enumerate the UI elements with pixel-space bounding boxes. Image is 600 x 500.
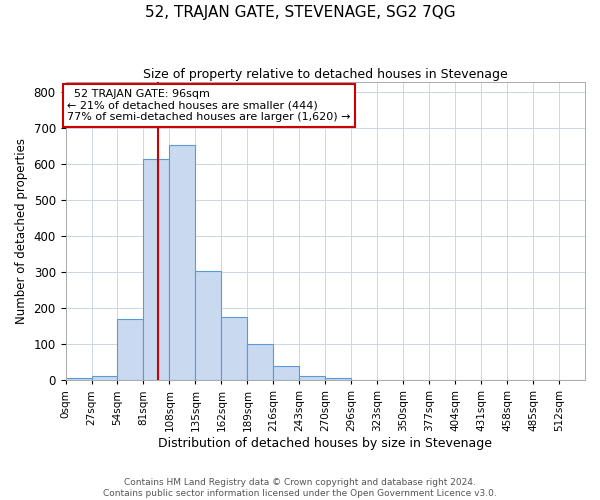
- Bar: [169, 144, 196, 380]
- Bar: [92, 376, 118, 380]
- Bar: [325, 378, 351, 380]
- Text: Contains HM Land Registry data © Crown copyright and database right 2024.
Contai: Contains HM Land Registry data © Crown c…: [103, 478, 497, 498]
- Text: 52 TRAJAN GATE: 96sqm  
← 21% of detached houses are smaller (444)
77% of semi-d: 52 TRAJAN GATE: 96sqm ← 21% of detached …: [67, 89, 351, 122]
- Bar: [196, 270, 221, 380]
- Bar: [299, 376, 325, 380]
- Bar: [274, 366, 299, 380]
- Bar: [65, 378, 92, 380]
- Bar: [221, 318, 247, 380]
- Bar: [118, 319, 143, 380]
- Bar: [143, 159, 169, 380]
- Title: Size of property relative to detached houses in Stevenage: Size of property relative to detached ho…: [143, 68, 508, 80]
- Y-axis label: Number of detached properties: Number of detached properties: [15, 138, 28, 324]
- Text: 52, TRAJAN GATE, STEVENAGE, SG2 7QG: 52, TRAJAN GATE, STEVENAGE, SG2 7QG: [145, 5, 455, 20]
- X-axis label: Distribution of detached houses by size in Stevenage: Distribution of detached houses by size …: [158, 437, 492, 450]
- Bar: [247, 344, 274, 380]
